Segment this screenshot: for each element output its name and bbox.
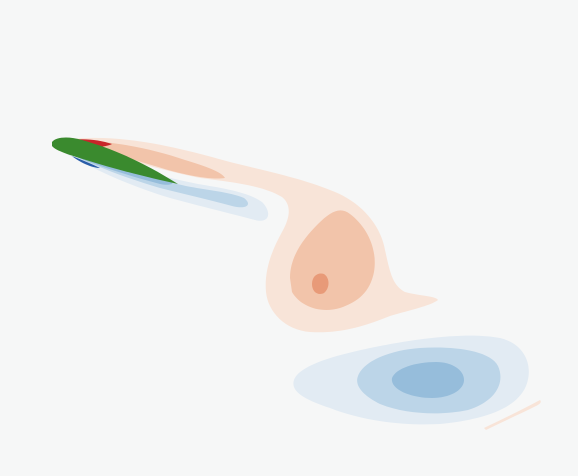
vorticity-field-figure <box>0 0 578 476</box>
